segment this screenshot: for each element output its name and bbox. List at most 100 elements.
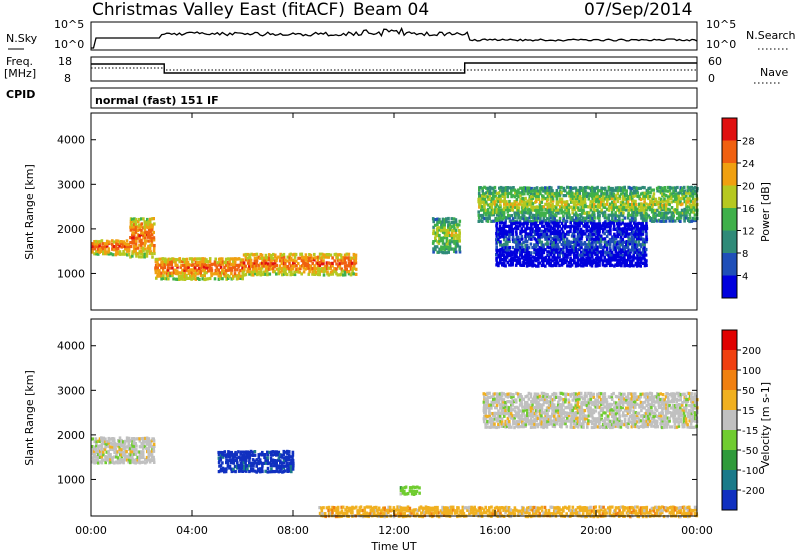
velocity-cell: [233, 464, 237, 469]
power-cell: [498, 258, 502, 262]
velocity-cell: [127, 442, 130, 446]
power-cell: [161, 266, 165, 270]
power-cell: [609, 253, 612, 257]
power-cell: [506, 237, 509, 241]
power-cell: [540, 229, 543, 233]
power-cell: [654, 216, 657, 220]
power-cell: [533, 206, 537, 210]
velocity-cell: [620, 392, 623, 396]
power-cell: [480, 216, 484, 220]
power-cell: [580, 186, 583, 190]
velocity-cell: [616, 409, 619, 413]
power-cell: [574, 186, 578, 190]
power-cell: [585, 224, 589, 228]
velocity-cell: [629, 408, 632, 412]
power-cell: [104, 245, 107, 249]
power-cell: [531, 196, 535, 200]
power-cell: [603, 203, 606, 207]
power-cell: [574, 199, 578, 204]
power-cell: [502, 258, 506, 262]
velocity-cell: [292, 461, 295, 465]
power-cell: [454, 250, 458, 254]
power-cell: [563, 233, 567, 237]
power-cell: [678, 202, 681, 206]
velocity-cell: [601, 423, 605, 427]
velocity-cell: [639, 403, 643, 407]
velocity-cell: [491, 425, 495, 429]
power-cell: [483, 197, 487, 201]
velocity-cell: [645, 416, 648, 420]
velocity-cell: [486, 414, 489, 419]
power-cell: [569, 186, 572, 190]
power-cell: [325, 255, 329, 259]
power-cell: [544, 221, 548, 225]
power-cell: [146, 233, 150, 237]
power-cell: [161, 257, 165, 261]
velocity-cell: [532, 405, 536, 410]
velocity-cell: [618, 400, 621, 404]
power-cell: [188, 257, 192, 261]
power-cell: [288, 258, 291, 262]
velocity-cell: [582, 422, 585, 426]
power-cell: [335, 262, 338, 266]
velocity-cell: [643, 400, 647, 404]
power-cell: [535, 189, 538, 193]
power-cell: [94, 245, 98, 249]
power-cell: [568, 205, 571, 209]
power-cell: [540, 251, 544, 255]
power-cell: [499, 253, 502, 257]
power-cell: [549, 232, 553, 236]
power-cell: [544, 237, 547, 241]
power-cell: [676, 205, 679, 209]
power-cell: [614, 188, 618, 192]
power-cell: [354, 272, 358, 276]
power-cell: [452, 223, 456, 227]
power-cell: [145, 239, 149, 243]
power-cell: [327, 255, 330, 259]
power-cell: [610, 258, 614, 262]
velocity-cell: [239, 456, 242, 460]
power-cell: [104, 247, 107, 252]
velocity-cell: [138, 455, 141, 459]
velocity-cell: [489, 425, 493, 429]
power-cell: [539, 216, 542, 221]
power-cell: [511, 237, 515, 241]
velocity-cell: [119, 442, 123, 446]
power-cell: [575, 195, 578, 199]
power-cell: [582, 224, 585, 228]
power-cell: [625, 250, 628, 254]
power-cell: [528, 200, 532, 204]
power-cell: [548, 185, 551, 190]
power-cell: [537, 253, 540, 257]
power-cell: [440, 222, 443, 227]
power-cell: [621, 232, 625, 236]
velocity-cell: [538, 414, 542, 418]
power-cell: [185, 276, 189, 280]
power-cell: [628, 206, 632, 210]
power-cell: [664, 219, 668, 223]
power-cell: [546, 188, 549, 193]
power-cell: [679, 211, 683, 215]
velocity-cell: [639, 395, 643, 399]
power-cell: [630, 231, 633, 236]
power-cell: [542, 261, 545, 265]
power-cell: [486, 207, 490, 211]
power-cell: [607, 225, 611, 229]
velocity-cell: [486, 420, 489, 424]
velocity-cell: [582, 403, 585, 407]
power-cell: [504, 248, 508, 252]
velocity-cell: [251, 467, 255, 471]
power-cell: [244, 256, 248, 260]
velocity-cell: [104, 461, 107, 465]
power-cell: [244, 258, 248, 262]
power-cell: [623, 247, 626, 252]
power-cell: [477, 197, 480, 201]
power-cell: [549, 242, 552, 246]
velocity-cell: [491, 412, 495, 416]
power-cell: [139, 224, 143, 229]
velocity-cell: [287, 458, 291, 462]
power-cell: [609, 186, 612, 191]
power-cell: [509, 253, 513, 257]
power-cell: [162, 274, 165, 278]
power-cell: [136, 225, 140, 229]
